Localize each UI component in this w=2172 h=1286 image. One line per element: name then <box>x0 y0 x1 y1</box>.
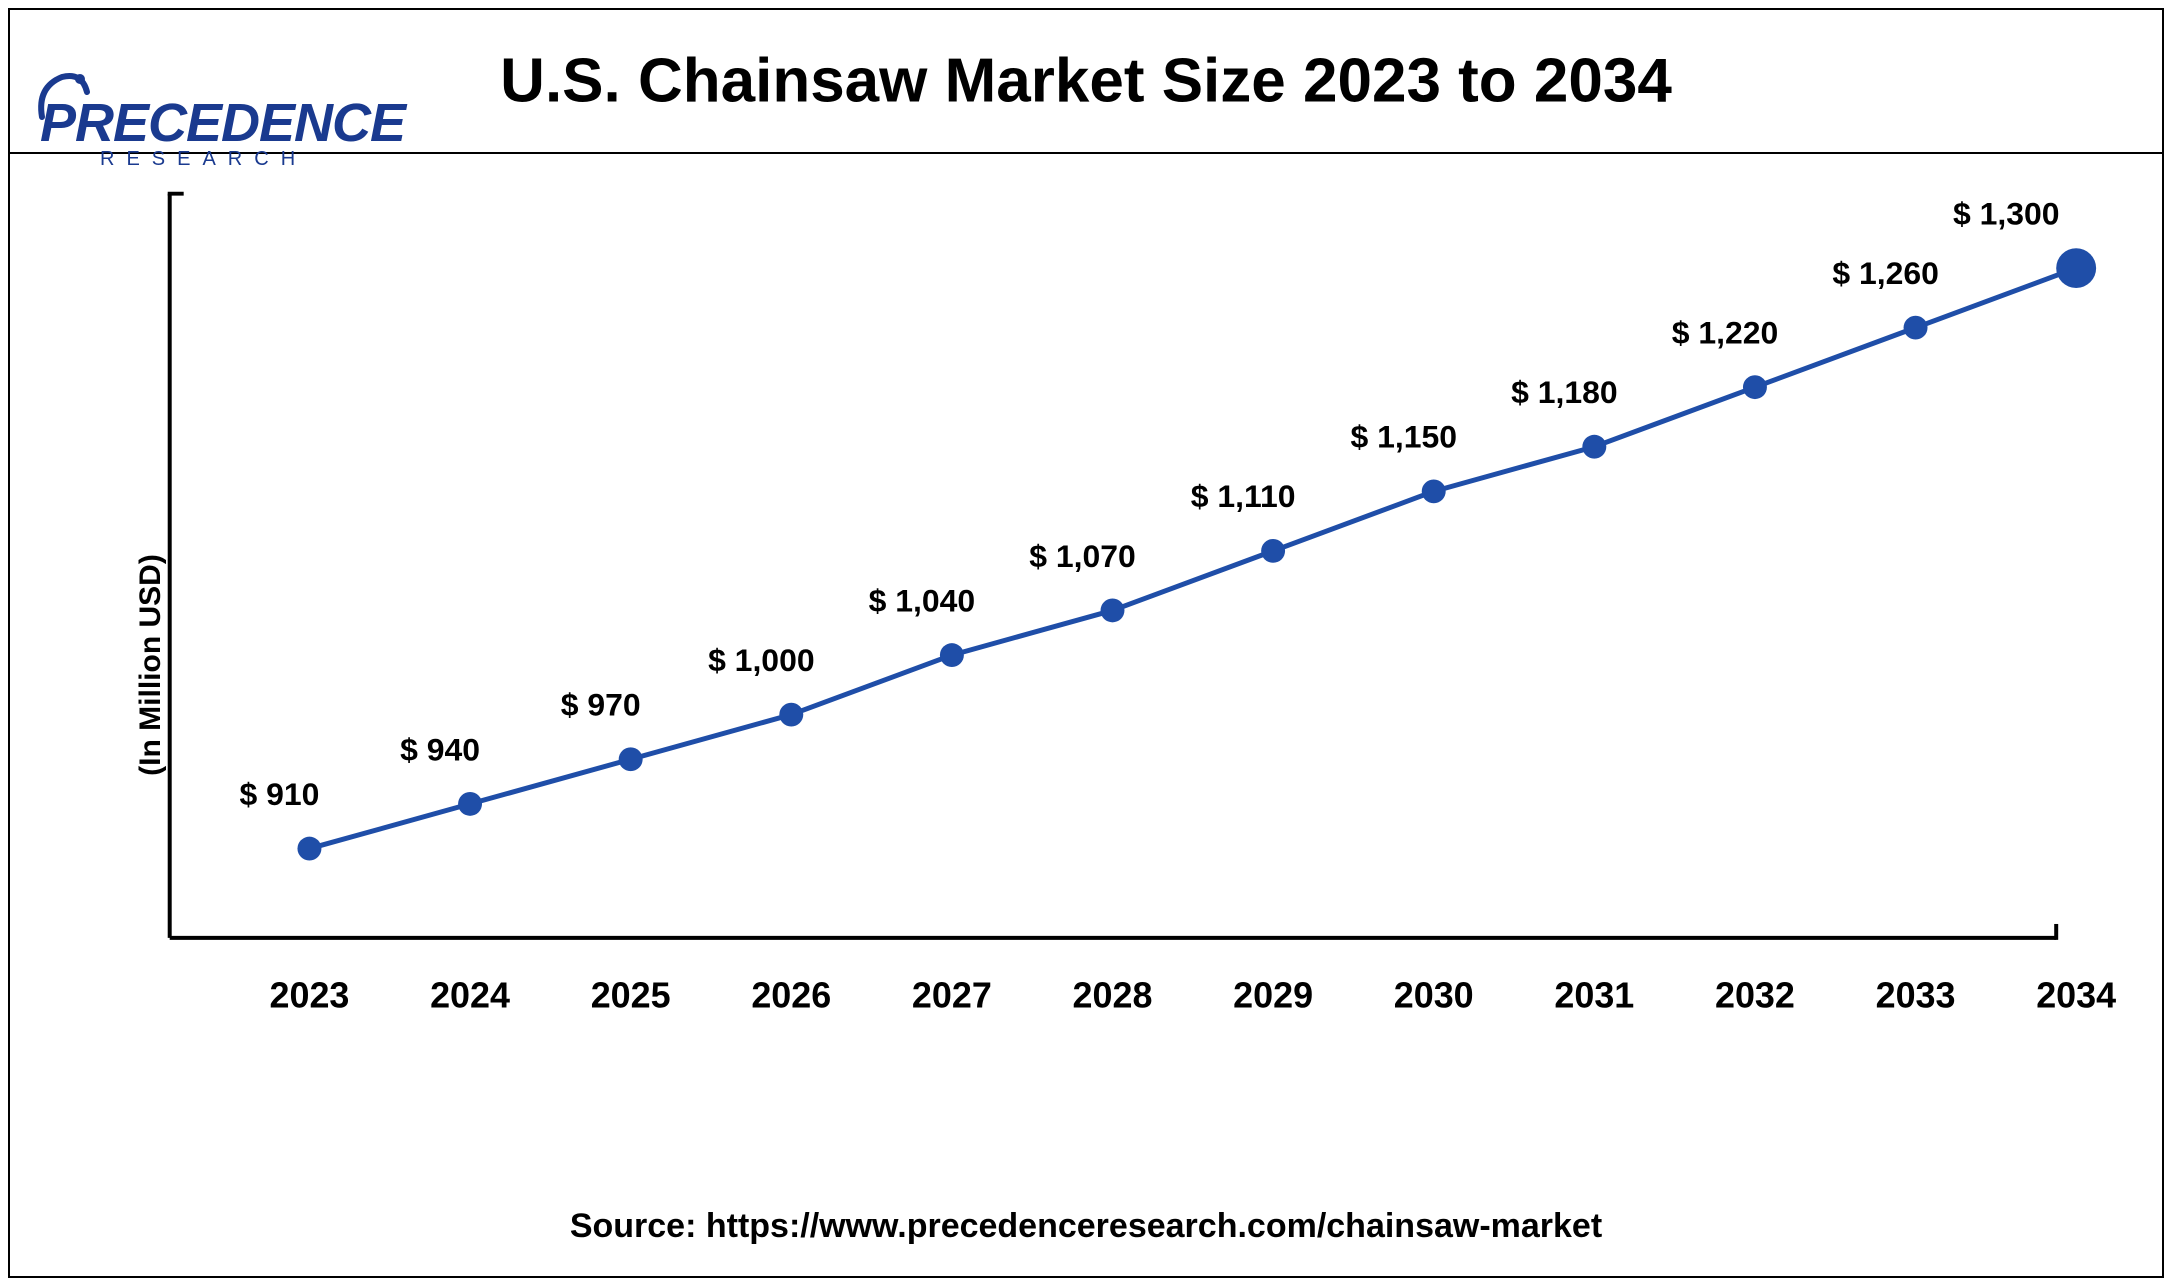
data-label: $ 1,000 <box>708 642 815 678</box>
series-line <box>309 268 2076 848</box>
data-label: $ 970 <box>561 687 641 723</box>
data-label: $ 1,220 <box>1672 315 1779 351</box>
data-label: $ 1,260 <box>1832 255 1939 291</box>
x-tick-label: 2031 <box>1554 975 1634 1015</box>
data-marker <box>297 837 321 861</box>
source-text: Source: https://www.precedenceresearch.c… <box>10 1207 2162 1246</box>
data-label: $ 1,180 <box>1511 374 1618 410</box>
data-label: $ 1,300 <box>1953 196 2060 232</box>
chart-title: U.S. Chainsaw Market Size 2023 to 2034 <box>10 46 2162 117</box>
data-marker <box>940 643 964 667</box>
data-marker <box>1904 316 1928 340</box>
header-bar: PRECEDENCE RESEARCH U.S. Chainsaw Market… <box>10 10 2162 154</box>
data-marker <box>1582 435 1606 459</box>
data-marker <box>2056 248 2096 288</box>
line-chart-svg: $ 910 2023 $ 940 2024 $ 970 2025 $ 1,000 2026 $ … <box>10 154 2162 1176</box>
x-tick-label: 2027 <box>912 975 992 1015</box>
x-tick-label: 2029 <box>1233 975 1313 1015</box>
data-label: $ 910 <box>240 776 320 812</box>
data-marker <box>1101 599 1125 623</box>
data-marker <box>779 703 803 727</box>
x-tick-label: 2025 <box>591 975 671 1015</box>
x-tick-label: 2030 <box>1394 975 1474 1015</box>
data-label: $ 940 <box>400 731 480 767</box>
data-label: $ 1,040 <box>869 583 976 619</box>
data-marker <box>1422 479 1446 503</box>
x-tick-label: 2028 <box>1073 975 1153 1015</box>
data-label: $ 1,110 <box>1191 478 1296 514</box>
chart-frame: PRECEDENCE RESEARCH U.S. Chainsaw Market… <box>8 8 2164 1278</box>
x-tick-label: 2026 <box>751 975 831 1015</box>
data-marker <box>1261 539 1285 563</box>
data-label: $ 1,070 <box>1029 538 1136 574</box>
plot-area: (In Million USD) $ 9102023$ 9402024$ 970… <box>10 154 2162 1176</box>
data-marker <box>458 792 482 816</box>
x-tick-label: 2024 <box>430 975 510 1015</box>
x-tick-label: 2034 <box>2036 975 2116 1015</box>
x-tick-label: 2033 <box>1876 975 1956 1015</box>
data-marker <box>1743 375 1767 399</box>
data-marker <box>619 747 643 771</box>
data-label: $ 1,150 <box>1351 419 1458 455</box>
x-tick-label: 2023 <box>269 975 349 1015</box>
x-tick-label: 2032 <box>1715 975 1795 1015</box>
